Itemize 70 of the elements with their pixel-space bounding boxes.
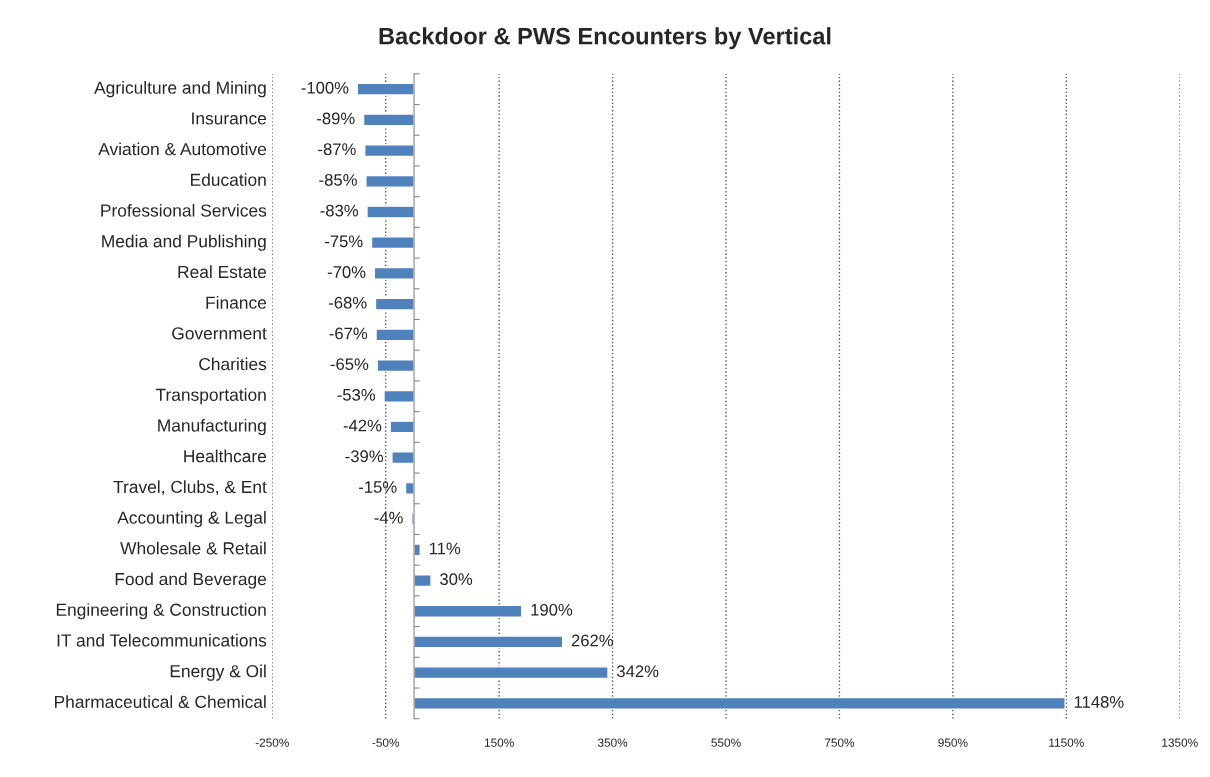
chart-title: Backdoor & PWS Encounters by Vertical (379, 27, 831, 50)
bar (365, 174, 415, 188)
data-label: -68% (328, 296, 367, 309)
y-tick-label: Aviation & Automotive (98, 142, 267, 156)
bar (413, 696, 1066, 710)
bar (383, 389, 415, 403)
data-label: 342% (616, 665, 659, 678)
data-label: -65% (330, 358, 369, 371)
bar (413, 574, 432, 588)
data-label: -87% (318, 143, 356, 156)
data-label: 30% (440, 573, 473, 585)
data-label: -4% (374, 511, 403, 524)
data-label: -15% (359, 481, 397, 493)
data-label: 190% (531, 603, 573, 616)
bar (356, 82, 415, 96)
data-label: -85% (319, 173, 357, 186)
x-tick-label: -50% (372, 738, 400, 747)
data-label: -53% (337, 388, 376, 401)
y-tick-label: Real Estate (178, 265, 267, 279)
y-tick-label: Agriculture and Mining (94, 81, 266, 98)
x-tick-label: 150% (484, 738, 514, 747)
data-label: -67% (329, 327, 368, 340)
x-tick-label: 1150% (1049, 738, 1084, 747)
data-label: -42% (343, 419, 382, 432)
bar (362, 113, 415, 127)
data-label: 1148% (1074, 696, 1124, 708)
data-label: 11% (429, 542, 461, 555)
y-tick-label: Media and Publishing (102, 234, 266, 251)
bar (370, 236, 415, 250)
y-tick-label: Education (191, 173, 266, 186)
data-label: -39% (345, 450, 383, 463)
y-tick-label: Travel, Clubs, & Ent (113, 480, 267, 496)
data-label: -70% (327, 266, 366, 278)
y-tick-label: Wholesale & Retail (120, 541, 266, 555)
bar (413, 604, 523, 618)
y-tick-label: Pharmaceutical & Chemical (55, 695, 266, 709)
bar (373, 266, 415, 280)
x-tick-label: 750% (824, 738, 855, 747)
bar (366, 205, 415, 219)
y-tick-label: Charities (199, 357, 267, 371)
bar (413, 635, 564, 649)
y-tick-label: Healthcare (184, 449, 267, 463)
y-tick-label: Finance (206, 296, 267, 309)
data-label: -100% (301, 81, 349, 94)
bar (364, 144, 415, 158)
bar (391, 451, 415, 465)
bar (376, 359, 415, 373)
bar (389, 420, 415, 434)
y-tick-label: Accounting & Legal (117, 511, 266, 528)
y-tick-label: Energy & Oil (170, 664, 266, 681)
bar (413, 666, 609, 680)
x-tick-label: 550% (711, 738, 741, 747)
y-tick-label: Food and Beverage (115, 572, 267, 589)
data-label: 262% (571, 634, 614, 647)
x-tick-label: 350% (597, 738, 628, 747)
y-tick-label: Government (172, 327, 267, 340)
y-tick-label: Professional Services (101, 203, 267, 217)
data-label: -89% (317, 112, 355, 125)
data-label: -75% (325, 235, 363, 248)
y-tick-label: IT and Telecommunications (57, 633, 267, 647)
y-tick-label: Manufacturing (158, 418, 266, 436)
x-tick-label: 1350% (1162, 738, 1198, 747)
data-label: -83% (320, 204, 359, 217)
x-tick-label: -250% (255, 738, 289, 747)
y-tick-label: Transportation (155, 388, 266, 405)
bar (375, 328, 415, 342)
x-tick-label: 950% (938, 738, 968, 747)
bar (374, 297, 415, 311)
y-tick-label: Engineering & Construction (56, 603, 266, 620)
y-tick-label: Insurance (192, 112, 267, 125)
